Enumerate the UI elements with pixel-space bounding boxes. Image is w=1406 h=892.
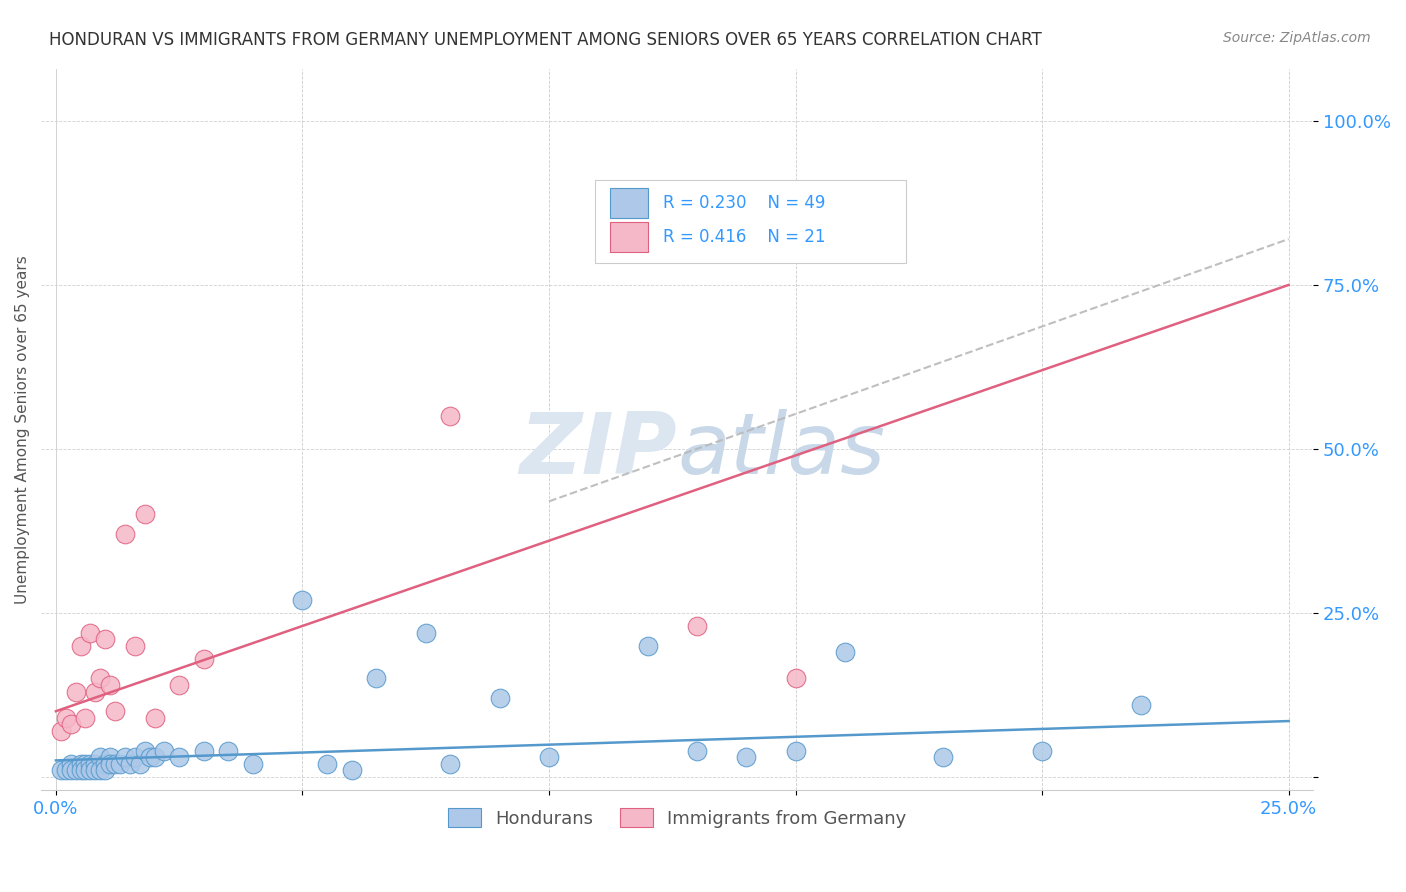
Point	[65, 763, 87, 777]
Point	[686, 619, 709, 633]
Point	[167, 678, 190, 692]
Point	[143, 750, 166, 764]
Point	[84, 756, 107, 771]
Y-axis label: Unemployment Among Seniors over 65 years: Unemployment Among Seniors over 65 years	[15, 255, 30, 604]
Point	[55, 763, 77, 777]
Point	[98, 756, 121, 771]
Legend: Hondurans, Immigrants from Germany: Hondurans, Immigrants from Germany	[441, 801, 914, 835]
Point	[89, 750, 111, 764]
Point	[118, 756, 141, 771]
Point	[55, 711, 77, 725]
Point	[89, 672, 111, 686]
Point	[69, 756, 91, 771]
Point	[114, 527, 136, 541]
Point	[488, 691, 510, 706]
Point	[65, 684, 87, 698]
Point	[167, 750, 190, 764]
Text: ZIP: ZIP	[520, 409, 678, 492]
Point	[932, 750, 955, 764]
Point	[686, 743, 709, 757]
Point	[69, 639, 91, 653]
Point	[108, 756, 131, 771]
Point	[79, 756, 101, 771]
Point	[79, 625, 101, 640]
Point	[59, 763, 82, 777]
Point	[49, 763, 72, 777]
Point	[138, 750, 160, 764]
Point	[316, 756, 339, 771]
Point	[49, 723, 72, 738]
Point	[98, 678, 121, 692]
Point	[218, 743, 240, 757]
Point	[114, 750, 136, 764]
Point	[735, 750, 758, 764]
Point	[242, 756, 264, 771]
Point	[637, 639, 659, 653]
Point	[84, 763, 107, 777]
Point	[134, 508, 156, 522]
Point	[94, 632, 117, 646]
Point	[124, 750, 146, 764]
Text: atlas: atlas	[678, 409, 886, 492]
Point	[415, 625, 437, 640]
Point	[104, 756, 127, 771]
Text: Source: ZipAtlas.com: Source: ZipAtlas.com	[1223, 31, 1371, 45]
Point	[59, 717, 82, 731]
Point	[537, 750, 560, 764]
Point	[834, 645, 856, 659]
FancyBboxPatch shape	[610, 187, 648, 218]
Point	[366, 672, 388, 686]
Point	[94, 763, 117, 777]
Point	[94, 756, 117, 771]
Point	[193, 652, 215, 666]
Point	[89, 763, 111, 777]
FancyBboxPatch shape	[595, 180, 907, 263]
Point	[98, 750, 121, 764]
Text: R = 0.416    N = 21: R = 0.416 N = 21	[664, 228, 825, 246]
Text: R = 0.230    N = 49: R = 0.230 N = 49	[664, 194, 825, 211]
Point	[75, 763, 97, 777]
Point	[75, 756, 97, 771]
Point	[439, 409, 461, 423]
Point	[124, 639, 146, 653]
Point	[340, 763, 363, 777]
Point	[439, 756, 461, 771]
Point	[104, 704, 127, 718]
Point	[1129, 698, 1152, 712]
Point	[75, 711, 97, 725]
Point	[69, 763, 91, 777]
Point	[193, 743, 215, 757]
Point	[134, 743, 156, 757]
Point	[785, 672, 807, 686]
Point	[128, 756, 150, 771]
Point	[59, 756, 82, 771]
Point	[785, 743, 807, 757]
Point	[291, 592, 314, 607]
Point	[1031, 743, 1053, 757]
Text: HONDURAN VS IMMIGRANTS FROM GERMANY UNEMPLOYMENT AMONG SENIORS OVER 65 YEARS COR: HONDURAN VS IMMIGRANTS FROM GERMANY UNEM…	[49, 31, 1042, 49]
Point	[143, 711, 166, 725]
Point	[84, 684, 107, 698]
Point	[153, 743, 176, 757]
FancyBboxPatch shape	[610, 222, 648, 252]
Point	[79, 763, 101, 777]
